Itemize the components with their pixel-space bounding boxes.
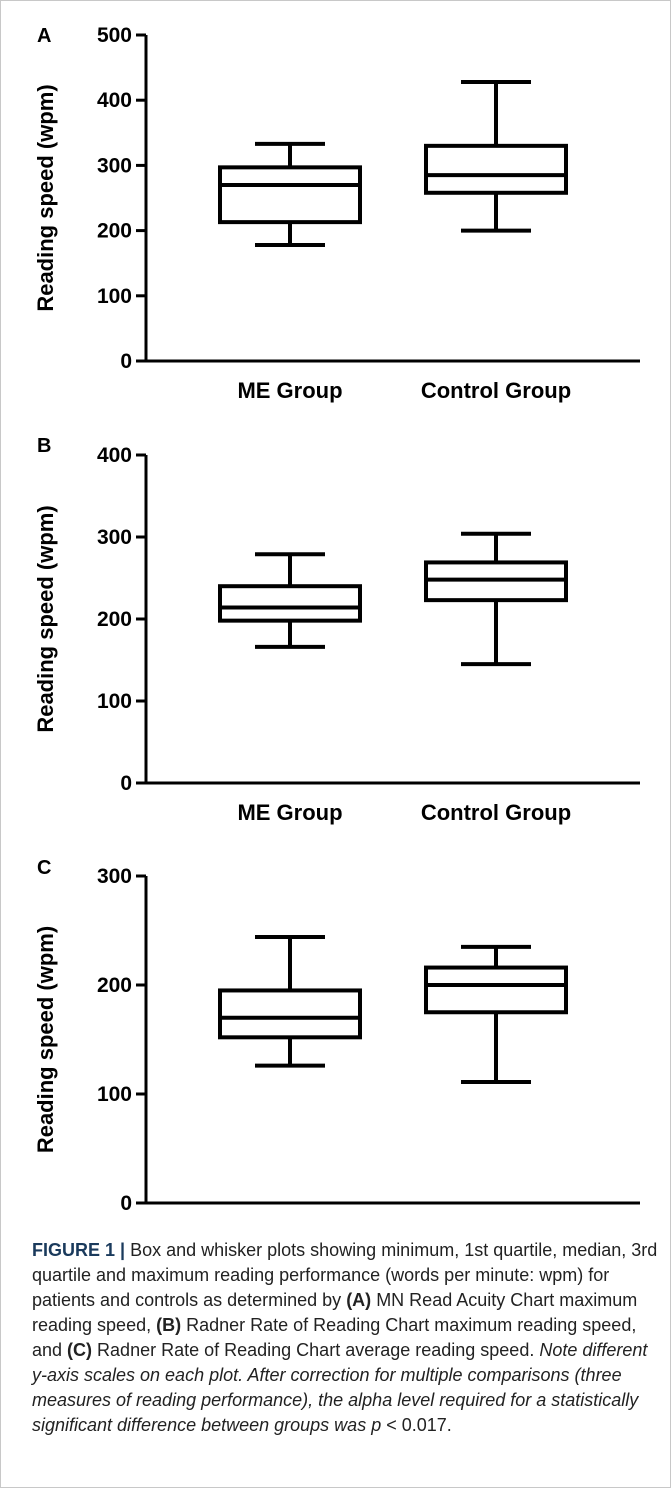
panel-a-ytick-label: 400 [97, 89, 132, 112]
panel-c-ytick-label: 300 [97, 865, 132, 888]
panel-a-label: A [37, 25, 51, 47]
panel-b-me-group-box [218, 584, 362, 623]
panel-b-label: B [37, 435, 51, 457]
figure-label: FIGURE 1 | [32, 1240, 126, 1260]
panel-a-ytick-label: 100 [97, 285, 132, 308]
panel-a-me-group-category-label: ME Group [237, 378, 342, 403]
panel-c-me-group-box [218, 988, 362, 1040]
panel-a-ytick-label: 500 [97, 24, 132, 47]
panel-b-control-group-category-label: Control Group [421, 800, 571, 825]
panel-a-ytick-label: 0 [120, 350, 132, 373]
caption-text-5: < 0.017. [381, 1415, 452, 1435]
panel-c-label: C [37, 857, 51, 879]
caption-text-4: Radner Rate of Reading Chart average rea… [92, 1340, 540, 1360]
panel-b-ytick-label: 100 [97, 690, 132, 713]
panel-c-control-group-box [424, 965, 568, 1015]
panel-a-ytick-label: 200 [97, 220, 132, 243]
caption-text-2: MN Read Acuity Chart maximum reading spe… [32, 1290, 638, 1335]
panel-c-ytick-label: 0 [120, 1192, 132, 1215]
panel-c-ylabel: Reading speed (wpm) [33, 926, 58, 1153]
figure-caption: FIGURE 1 | Box and whisker plots showing… [32, 1238, 660, 1438]
panel-a-me-group-box [218, 165, 362, 225]
panel-a-ytick-label: 300 [97, 154, 132, 177]
figure-charts: A 0 100 200 300 400 500 Reading speed (wpm) ME G… [33, 24, 640, 1215]
panel-b-ytick-label: 400 [97, 444, 132, 467]
panel-b-ytick-label: 200 [97, 608, 132, 631]
panel-c-ytick-label: 200 [97, 974, 132, 997]
panel-c-ytick-label: 100 [97, 1083, 132, 1106]
caption-ref-a: (A) [346, 1290, 372, 1310]
caption-text-3: Radner Rate of Reading Chart maximum rea… [32, 1315, 637, 1360]
panel-b-me-group-category-label: ME Group [237, 800, 342, 825]
caption-ref-c: (C) [67, 1340, 93, 1360]
caption-note: Note different y-axis scales on each plo… [32, 1340, 648, 1435]
caption-ref-b: (B) [156, 1315, 182, 1335]
panel-b-ytick-label: 300 [97, 526, 132, 549]
panel-b-ytick-label: 0 [120, 772, 132, 795]
panel-a-control-group-box [424, 143, 568, 195]
caption-text-1: Box and whisker plots showing minimum, 1… [32, 1240, 658, 1310]
panel-b-ylabel: Reading speed (wpm) [33, 505, 58, 732]
panel-a-control-group-category-label: Control Group [421, 378, 571, 403]
panel-a-ylabel: Reading speed (wpm) [33, 84, 58, 311]
